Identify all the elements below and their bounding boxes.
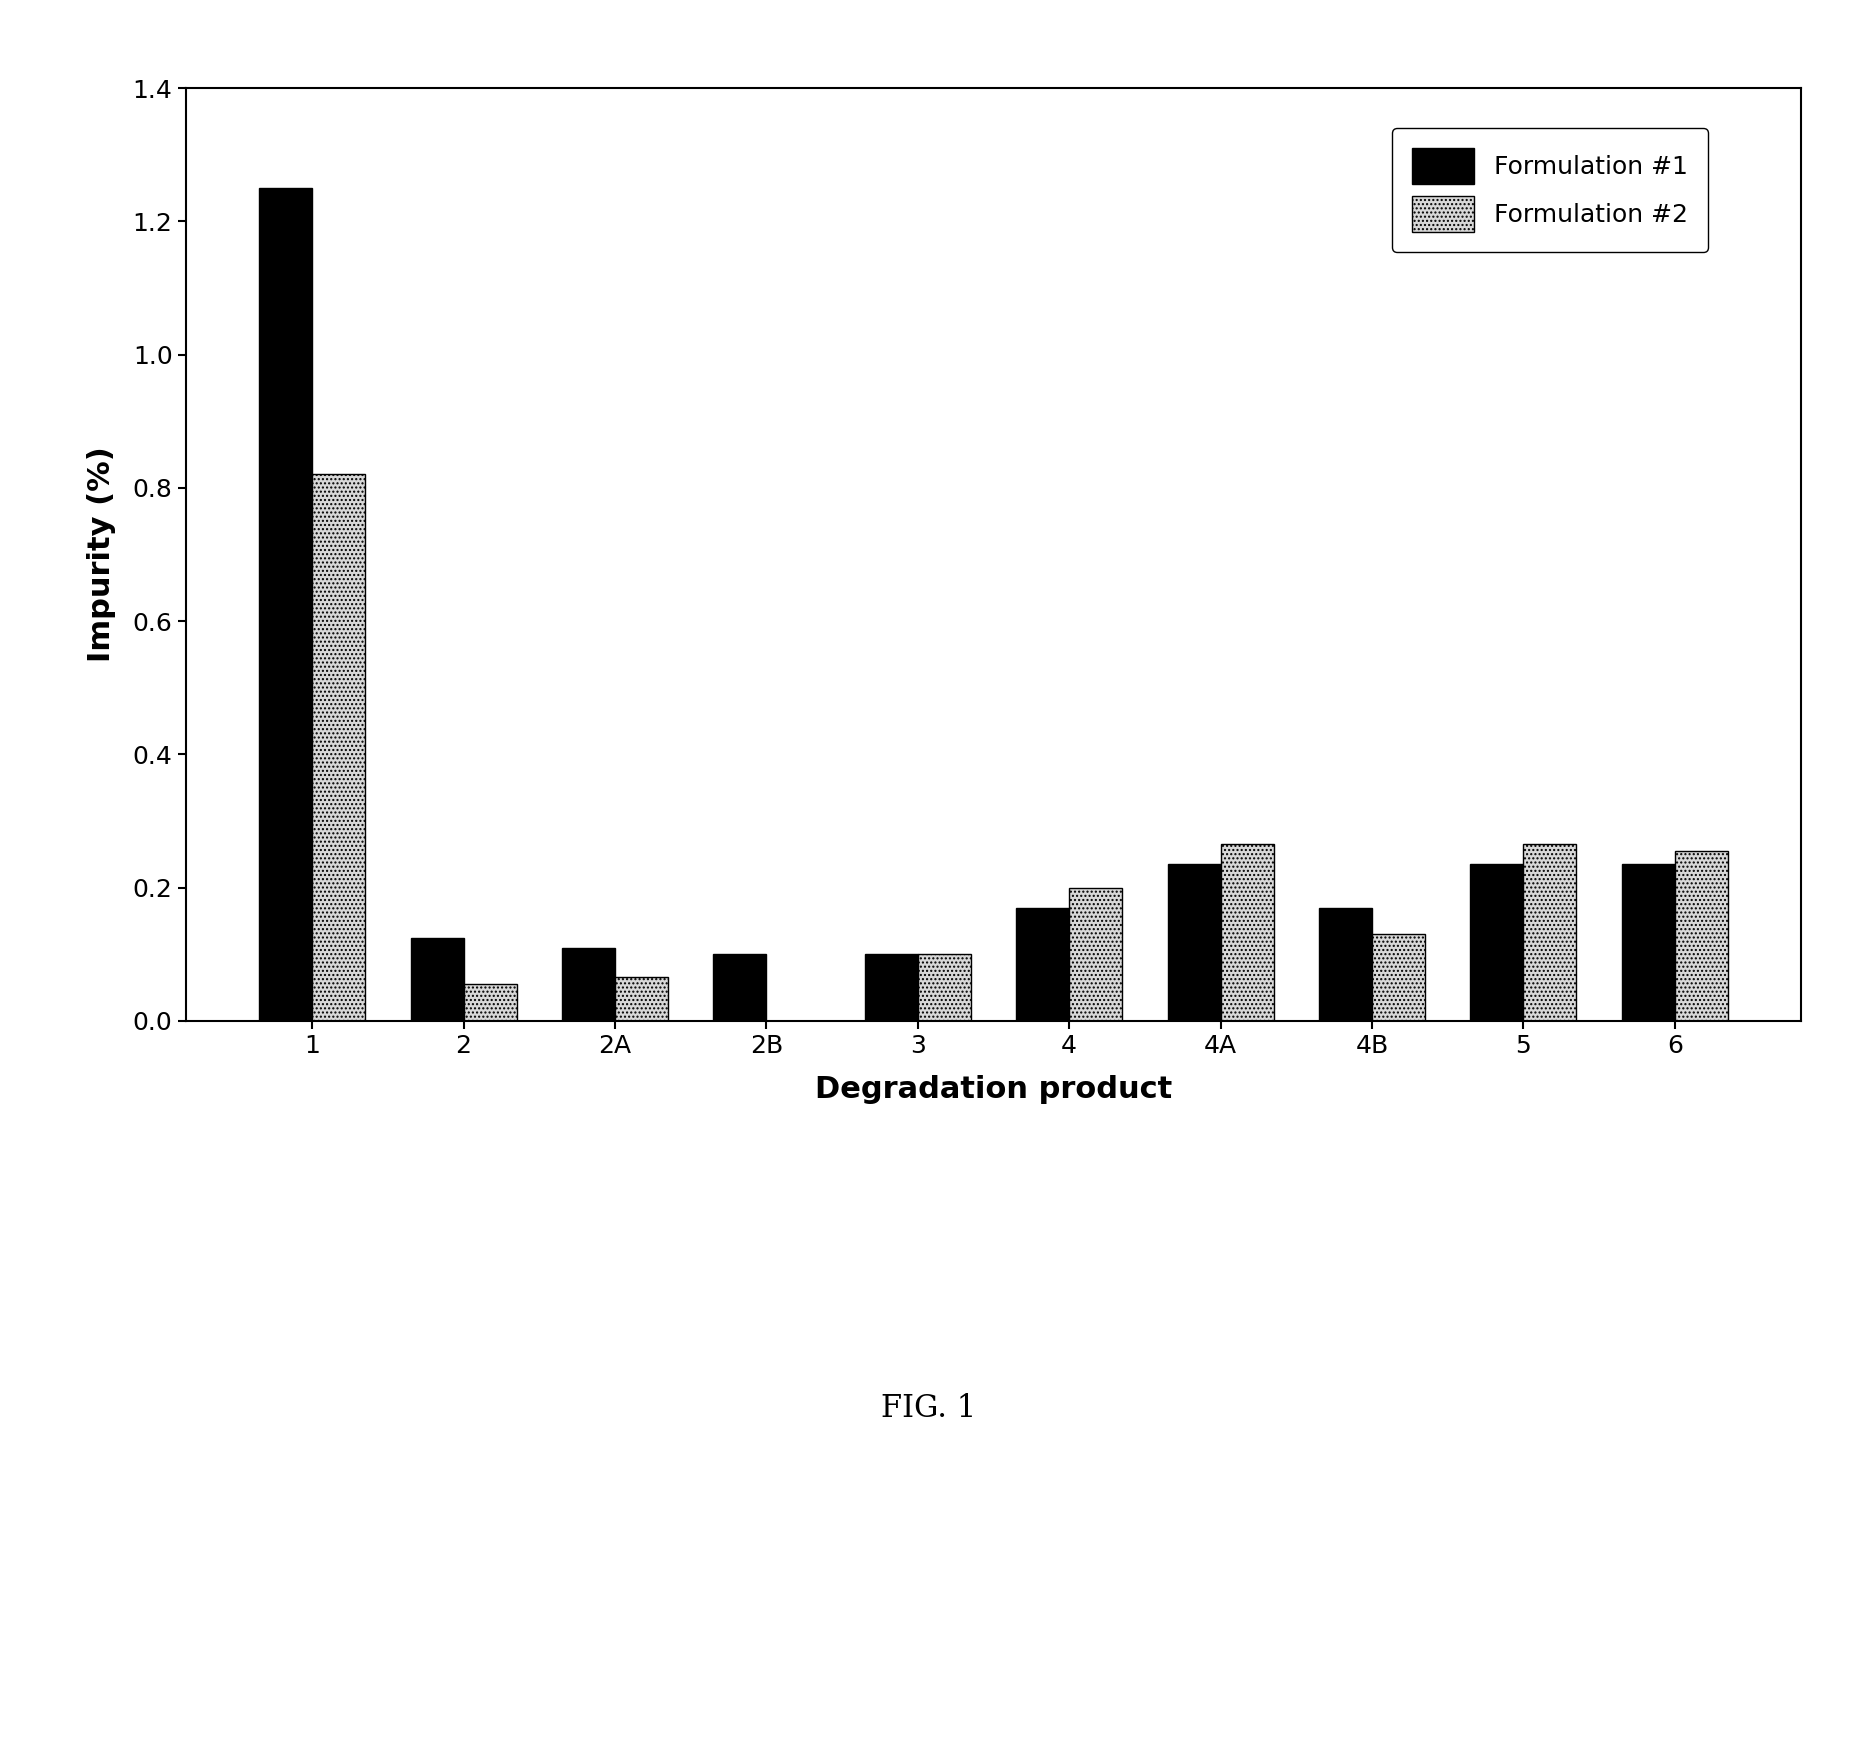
Bar — [1471, 864, 1523, 1021]
Bar — [1220, 845, 1274, 1021]
Bar — [713, 954, 767, 1021]
Bar — [615, 977, 669, 1021]
Text: FIG. 1: FIG. 1 — [880, 1392, 977, 1424]
Bar — [1016, 908, 1070, 1021]
Bar — [1318, 908, 1372, 1021]
X-axis label: Degradation product: Degradation product — [815, 1075, 1172, 1104]
Bar — [1168, 864, 1220, 1021]
Y-axis label: Impurity (%): Impurity (%) — [87, 447, 115, 662]
Bar — [865, 954, 917, 1021]
Bar — [1675, 850, 1727, 1021]
Bar — [1523, 845, 1577, 1021]
Bar — [464, 984, 516, 1021]
Bar — [1621, 864, 1675, 1021]
Bar — [917, 954, 971, 1021]
Bar — [1372, 935, 1424, 1021]
Bar — [260, 188, 312, 1021]
Legend: Formulation #1, Formulation #2: Formulation #1, Formulation #2 — [1391, 128, 1708, 252]
Bar — [312, 475, 366, 1021]
Bar — [410, 938, 464, 1021]
Bar — [563, 947, 615, 1021]
Bar — [1070, 887, 1122, 1021]
